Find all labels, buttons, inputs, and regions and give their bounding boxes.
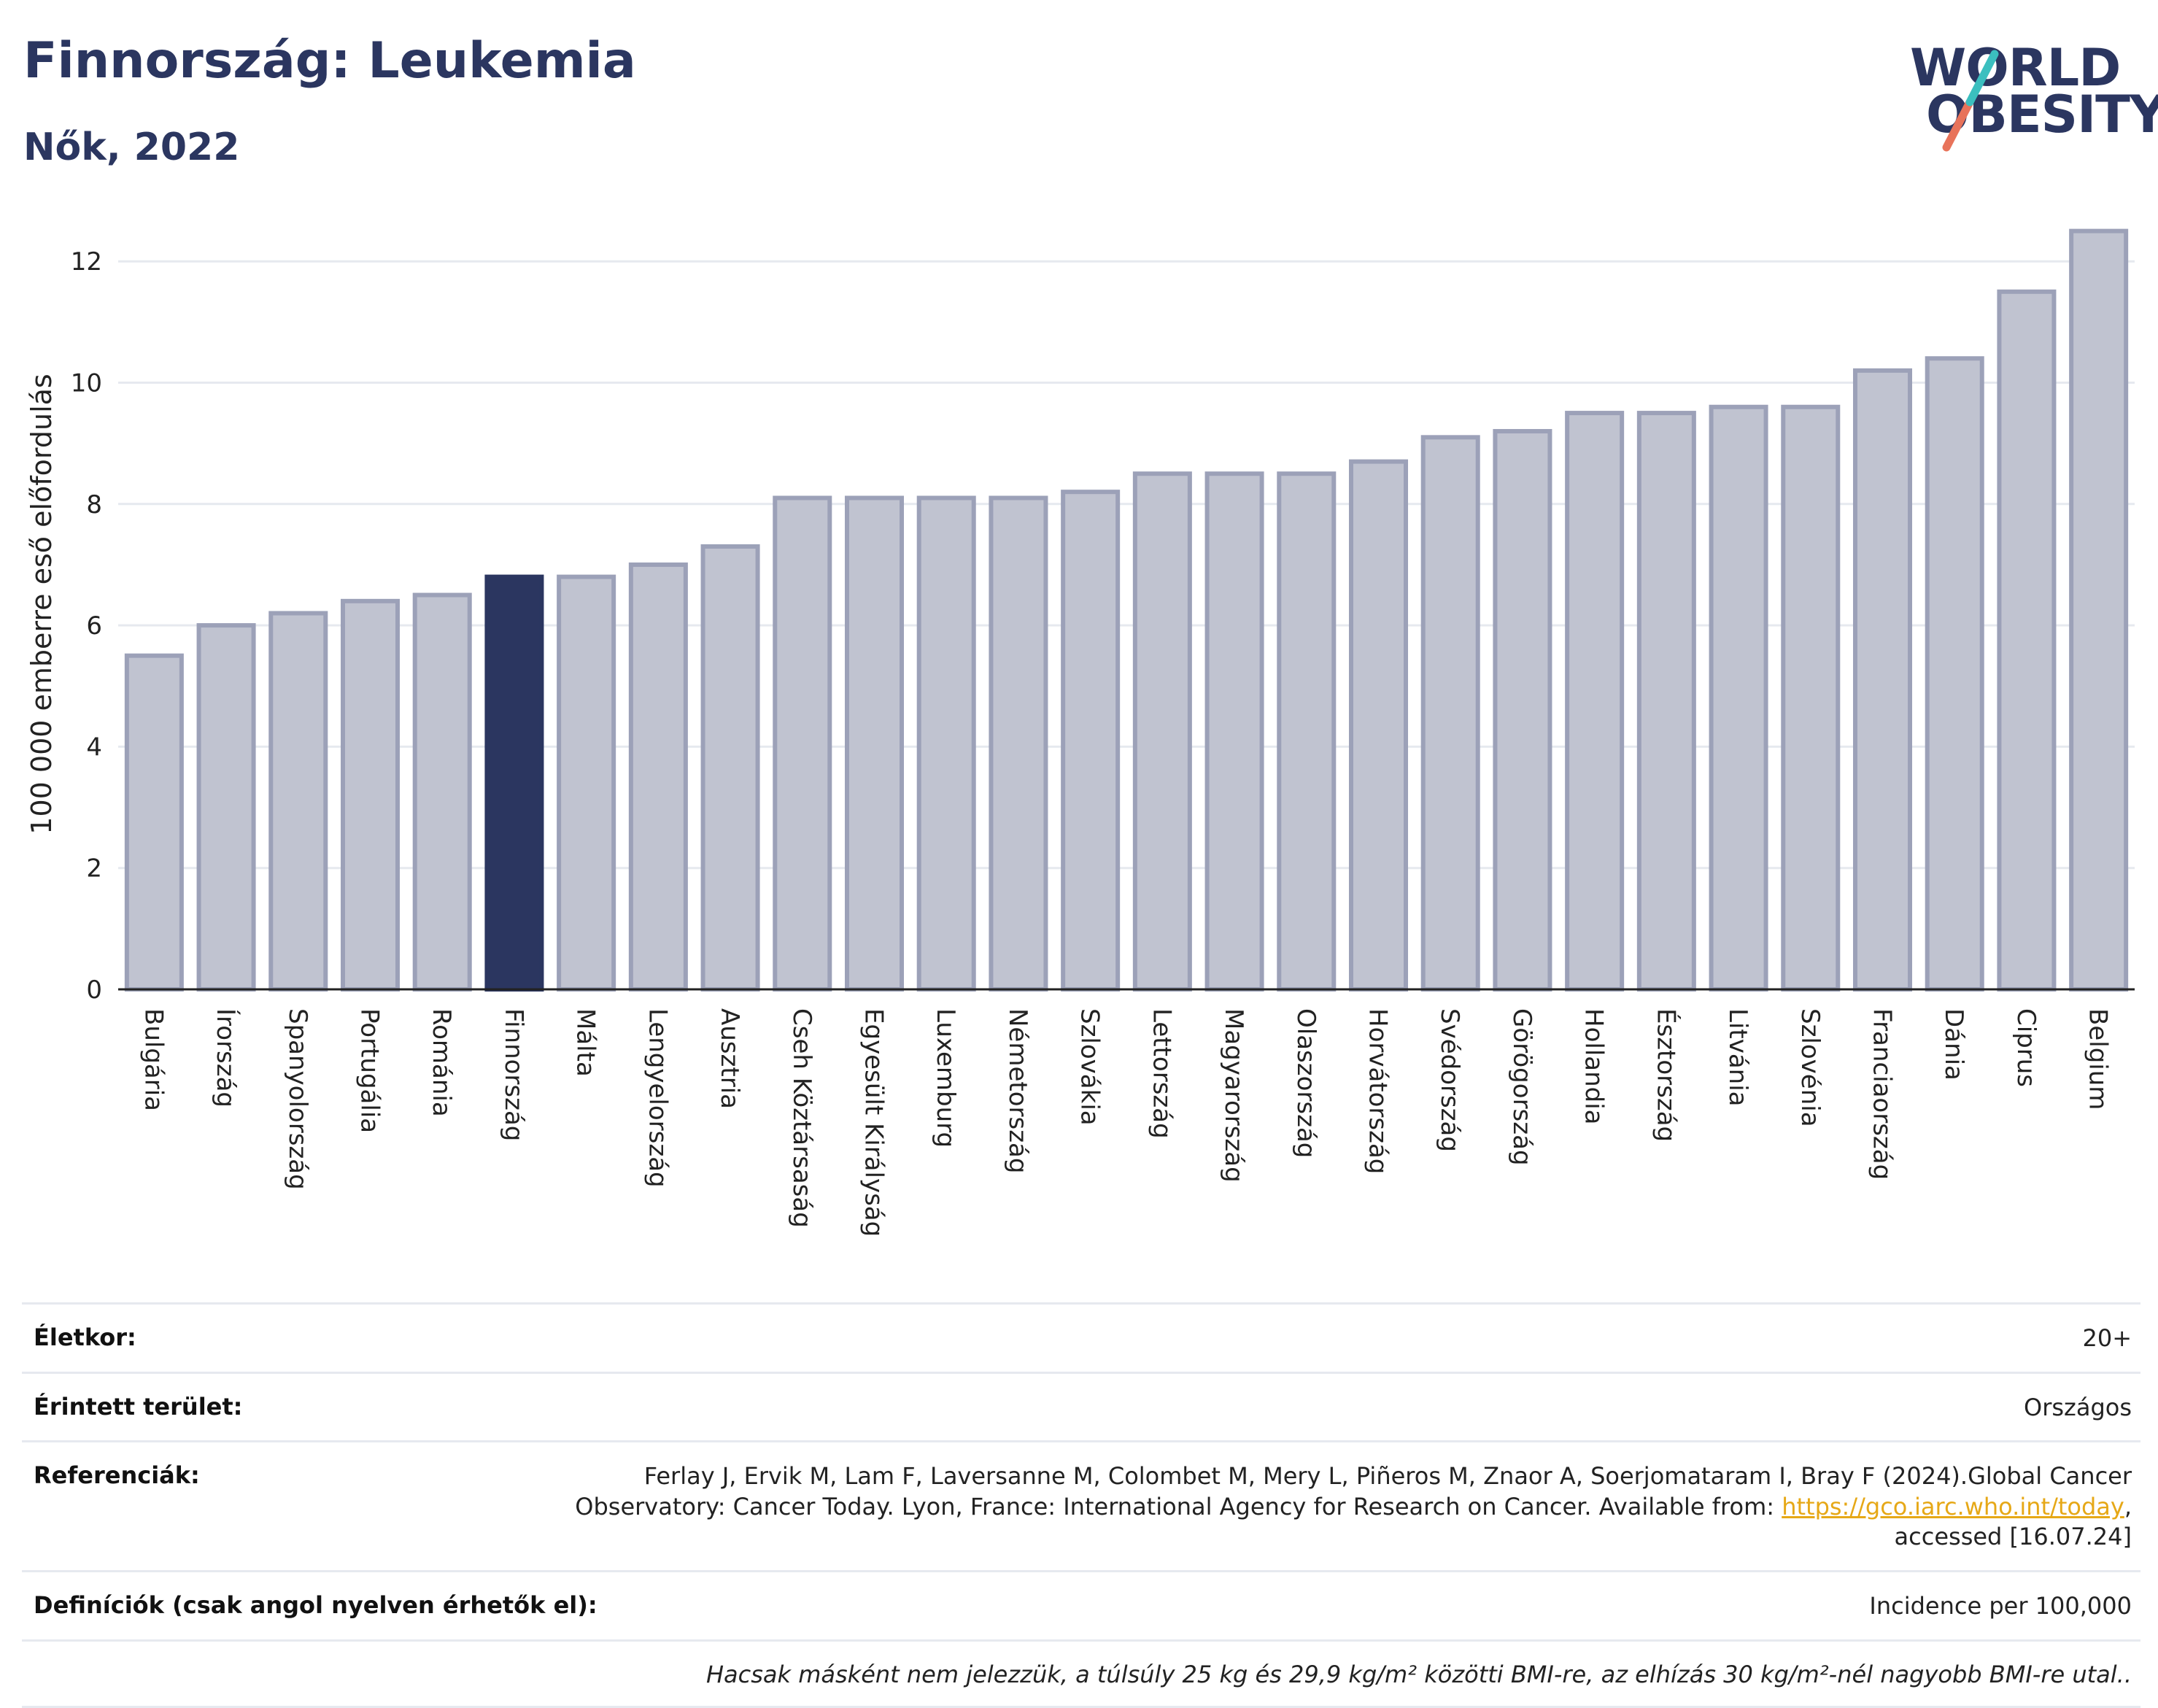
x-tick-label: Finnország	[499, 1008, 528, 1141]
x-tick-label: Egyesült Királyság	[859, 1008, 889, 1237]
bar-24	[1852, 368, 1913, 992]
y-tick-label: 2	[86, 854, 102, 884]
meta-note: Hacsak másként nem jelezzük, a túlsúly 2…	[705, 1660, 2132, 1688]
bar-9	[773, 495, 832, 992]
bar-6	[557, 574, 616, 992]
x-tick-label: Szlovénia	[1795, 1008, 1825, 1127]
meta-value-age: 20+	[2082, 1324, 2132, 1352]
bar-22	[1709, 404, 1768, 992]
x-tick-label: Görögország	[1507, 1008, 1536, 1166]
x-tick-label: Spanyolország	[283, 1008, 312, 1190]
bar-11	[916, 495, 976, 992]
meta-row-definitions: Definíciók (csak angol nyelven érhetők e…	[22, 1569, 2140, 1639]
bar-0	[124, 653, 184, 992]
x-tick-label: Luxemburg	[931, 1008, 960, 1148]
y-tick-label: 0	[86, 975, 102, 1005]
x-tick-label: Románia	[427, 1008, 456, 1117]
meta-value-area: Országos	[2024, 1393, 2132, 1421]
y-tick-label: 6	[86, 611, 102, 641]
x-tick-label: Szlovákia	[1075, 1008, 1105, 1126]
x-tick-label: Lengyelország	[643, 1008, 672, 1188]
bar-14	[1132, 471, 1192, 992]
bar-25	[1925, 356, 1984, 992]
x-tick-label: Málta	[571, 1008, 600, 1077]
bar-7	[628, 562, 688, 992]
meta-row-area: Érintett terület: Országos	[22, 1371, 2140, 1441]
y-tick-label: 4	[86, 733, 102, 762]
x-tick-label: Litvánia	[1723, 1008, 1752, 1107]
bar-4	[412, 592, 472, 992]
bar-15	[1204, 471, 1264, 992]
x-tick-label: Észtország	[1651, 1008, 1681, 1142]
meta-label-references: Referenciák:	[34, 1461, 200, 1490]
x-tick-label: Horvátország	[1364, 1008, 1393, 1174]
bar-5	[484, 574, 544, 992]
logo-line-1: WORLD	[1910, 38, 2121, 98]
x-tick-label: Ausztria	[715, 1008, 744, 1109]
reference-text: Ferlay J, Ervik M, Lam F, Laversanne M, …	[575, 1462, 2132, 1520]
x-tick-label: Olaszország	[1291, 1008, 1320, 1158]
metadata-table: Életkor: 20+ Érintett terület: Országos …	[22, 1302, 2140, 1708]
bar-19	[1493, 429, 1552, 992]
bar-23	[1781, 404, 1841, 992]
reference-link[interactable]: https://gco.iarc.who.int/today	[1782, 1492, 2124, 1520]
bar-8	[700, 544, 760, 992]
y-tick-label: 10	[71, 369, 102, 398]
x-tick-label: Portugália	[355, 1008, 384, 1133]
x-tick-label: Hollandia	[1579, 1008, 1609, 1125]
bar-1	[196, 623, 256, 992]
y-axis-title: 100 000 emberre eső előfordulás	[26, 374, 58, 834]
y-tick-label: 8	[86, 490, 102, 519]
x-tick-label: Franciaország	[1868, 1008, 1897, 1180]
x-tick-label: Írország	[211, 1008, 241, 1108]
meta-label-age: Életkor:	[34, 1323, 136, 1351]
page-title: Finnország: Leukemia	[23, 32, 636, 90]
bar-17	[1348, 459, 1409, 992]
x-tick-label: Dánia	[1939, 1008, 1968, 1081]
meta-row-note: Hacsak másként nem jelezzük, a túlsúly 2…	[22, 1639, 2140, 1708]
bar-27	[2069, 228, 2129, 992]
world-obesity-logo[interactable]: WORLD OBESITY	[1897, 22, 2158, 153]
bar-26	[1997, 289, 2057, 992]
x-tick-label: Magyarország	[1219, 1008, 1248, 1183]
x-tick-label: Belgium	[2084, 1008, 2113, 1110]
bar-18	[1420, 435, 1480, 992]
x-tick-label: Ciprus	[2011, 1008, 2041, 1087]
x-tick-label: Bulgária	[139, 1008, 168, 1111]
bar-21	[1636, 411, 1696, 992]
reference-text-end: , accessed [16.07.24]	[1894, 1492, 2132, 1551]
x-tick-label: Németország	[1003, 1008, 1032, 1173]
meta-row-references: Referenciák: Ferlay J, Ervik M, Lam F, L…	[22, 1440, 2140, 1570]
bar-16	[1277, 471, 1337, 992]
bar-20	[1565, 411, 1625, 992]
meta-value-references: Ferlay J, Ervik M, Lam F, Laversanne M, …	[527, 1461, 2132, 1553]
bar-13	[1061, 490, 1121, 992]
y-tick-label: 12	[71, 247, 102, 277]
meta-row-age: Életkor: 20+	[22, 1302, 2140, 1372]
bar-chart: 0 2 4 6 8 10 12 100 000 emberre eső előfordulás…	[26, 228, 2135, 1237]
page-subtitle: Nők, 2022	[23, 125, 240, 169]
bar-2	[268, 611, 328, 992]
bar-3	[340, 598, 401, 992]
bar-12	[989, 495, 1048, 992]
x-tick-label: Cseh Köztársaság	[787, 1008, 816, 1228]
meta-label-definitions: Definíciók (csak angol nyelven érhetők e…	[34, 1591, 597, 1619]
meta-label-area: Érintett terület:	[34, 1392, 243, 1421]
x-tick-label: Svédország	[1435, 1008, 1464, 1152]
x-tick-label: Lettország	[1147, 1008, 1176, 1139]
meta-value-definitions: Incidence per 100,000	[1869, 1591, 2132, 1620]
bar-10	[844, 495, 905, 992]
logo-slash-icon	[1942, 50, 1999, 152]
